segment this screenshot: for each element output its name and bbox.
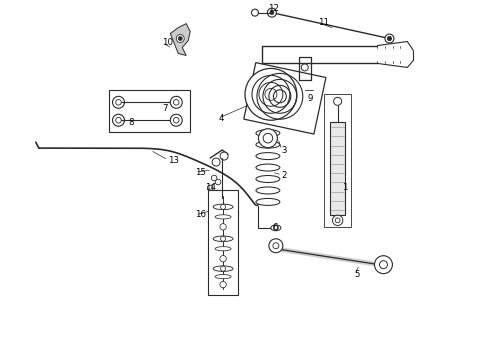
- Text: 11: 11: [318, 18, 329, 27]
- Ellipse shape: [213, 266, 233, 271]
- Bar: [330, 122, 345, 215]
- Circle shape: [173, 99, 179, 105]
- Circle shape: [332, 215, 343, 225]
- Ellipse shape: [213, 236, 233, 242]
- Circle shape: [220, 282, 226, 288]
- Circle shape: [335, 218, 340, 223]
- Circle shape: [178, 37, 182, 41]
- Bar: [324, 94, 351, 227]
- Circle shape: [385, 34, 394, 43]
- Bar: [208, 190, 238, 294]
- Circle shape: [263, 134, 273, 143]
- Text: 10: 10: [162, 38, 173, 47]
- Circle shape: [273, 90, 286, 103]
- Circle shape: [269, 239, 283, 253]
- Text: 12: 12: [268, 4, 279, 13]
- Circle shape: [173, 117, 179, 123]
- Ellipse shape: [271, 225, 281, 231]
- Bar: [108, 90, 190, 132]
- Polygon shape: [171, 24, 190, 55]
- Circle shape: [273, 243, 279, 249]
- Circle shape: [171, 96, 182, 108]
- Ellipse shape: [215, 247, 231, 251]
- Text: 13: 13: [168, 156, 179, 165]
- Circle shape: [268, 8, 276, 17]
- Circle shape: [245, 68, 297, 120]
- Circle shape: [387, 36, 392, 41]
- Circle shape: [374, 256, 392, 274]
- Circle shape: [301, 64, 308, 71]
- Text: 16: 16: [195, 210, 206, 219]
- Circle shape: [215, 179, 221, 185]
- Circle shape: [251, 9, 258, 16]
- Circle shape: [220, 224, 226, 230]
- Text: 4: 4: [218, 114, 223, 123]
- Text: 3: 3: [282, 145, 287, 154]
- Text: 6: 6: [272, 223, 277, 232]
- Ellipse shape: [215, 275, 231, 279]
- Text: 7: 7: [162, 104, 168, 113]
- Circle shape: [211, 175, 217, 181]
- Text: 15: 15: [195, 167, 206, 176]
- Circle shape: [220, 236, 225, 241]
- Text: 2: 2: [282, 171, 287, 180]
- Circle shape: [220, 256, 226, 262]
- Circle shape: [176, 35, 184, 42]
- Circle shape: [171, 114, 182, 126]
- FancyBboxPatch shape: [244, 63, 326, 134]
- Circle shape: [116, 99, 122, 105]
- Circle shape: [220, 152, 228, 160]
- Circle shape: [273, 225, 278, 230]
- Text: 5: 5: [355, 270, 360, 279]
- Text: 1: 1: [342, 184, 347, 193]
- Circle shape: [379, 261, 388, 269]
- Circle shape: [220, 204, 225, 210]
- Circle shape: [113, 96, 124, 108]
- Ellipse shape: [215, 215, 231, 219]
- Circle shape: [270, 11, 274, 15]
- Circle shape: [207, 185, 213, 191]
- Circle shape: [334, 97, 342, 105]
- Text: 14: 14: [205, 184, 216, 193]
- Circle shape: [258, 129, 277, 148]
- Circle shape: [212, 158, 220, 166]
- Text: 8: 8: [128, 118, 134, 127]
- Circle shape: [220, 266, 225, 271]
- Text: 9: 9: [308, 94, 313, 103]
- Circle shape: [269, 85, 291, 107]
- Circle shape: [113, 114, 124, 126]
- Circle shape: [116, 117, 122, 123]
- Ellipse shape: [213, 204, 233, 210]
